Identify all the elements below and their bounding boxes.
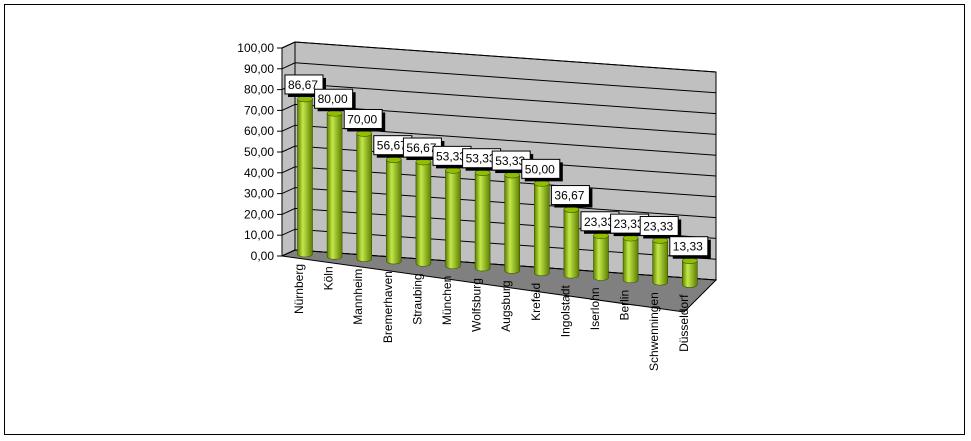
- bar-body: [504, 174, 520, 274]
- data-label-text: 50,00: [525, 162, 555, 176]
- y-axis: 0,00 10,00 20,00 30,00 40,00 50,00 60,00 70,00 8…: [237, 41, 283, 263]
- bar: [563, 206, 580, 279]
- x-tick-label: Ingolstadt: [558, 284, 572, 337]
- bar-body: [445, 170, 461, 270]
- x-tick-label: München: [440, 276, 454, 325]
- y-tick-label: 40,00: [244, 166, 274, 180]
- bar: [681, 257, 698, 288]
- data-label: 36,67: [550, 185, 593, 208]
- gridline: [281, 41, 717, 73]
- data-label-text: 53,33: [495, 154, 525, 168]
- data-label-box: [314, 88, 354, 109]
- bar-body: [297, 98, 313, 258]
- data-label: 86,67: [284, 74, 326, 97]
- x-tick-label: Nürnberg: [292, 264, 306, 314]
- bar-body: [534, 183, 550, 277]
- bar: [445, 167, 461, 270]
- data-label: 70,00: [343, 108, 386, 132]
- chart-walls: [280, 41, 718, 313]
- bar-body: [622, 237, 639, 284]
- y-tick-label: 20,00: [244, 207, 274, 221]
- bars: [297, 95, 698, 288]
- x-tick-label: Straubing: [410, 273, 424, 324]
- data-label-text: 23,33: [584, 215, 614, 229]
- bar: [297, 95, 313, 258]
- x-tick-label: Düsseldorf: [677, 294, 691, 352]
- y-tick-label: 70,00: [244, 103, 274, 117]
- gridline: [281, 62, 717, 94]
- data-label-text: 13,33: [673, 240, 703, 254]
- bar-body: [415, 161, 432, 267]
- data-label-text: 36,67: [554, 189, 584, 203]
- bar: [474, 169, 491, 272]
- bar-body: [682, 260, 698, 288]
- data-label: 13,33: [669, 236, 711, 259]
- gridline: [281, 103, 717, 135]
- data-label-text: 23,33: [643, 219, 673, 233]
- x-tick-label: Krefeld: [529, 283, 543, 321]
- bar: [415, 158, 432, 267]
- x-tick-label: Augsburg: [499, 280, 513, 331]
- y-tick-label: 30,00: [244, 187, 274, 201]
- data-label-box: [521, 158, 561, 179]
- bar: [385, 156, 402, 265]
- data-label-text: 56,67: [406, 141, 436, 155]
- gridline: [281, 124, 717, 156]
- data-label: 23,33: [639, 215, 682, 239]
- gridline: [281, 145, 717, 177]
- data-label-box: [284, 74, 324, 95]
- data-label-text: 53,33: [436, 149, 466, 163]
- data-label-text: 86,67: [288, 78, 318, 92]
- data-label-text: 23,33: [614, 217, 644, 231]
- data-label: 50,00: [521, 158, 563, 182]
- bar-body: [652, 240, 668, 286]
- bar: [593, 232, 609, 281]
- y-tick-label: 60,00: [244, 124, 274, 138]
- x-tick-label: Wolfsburg: [470, 278, 484, 332]
- x-tick-label: Schwenningen: [647, 292, 661, 371]
- y-tick-label: 100,00: [237, 41, 274, 55]
- data-label-text: 80,00: [318, 92, 348, 106]
- bar-body: [474, 172, 491, 272]
- x-tick-label: Mannheim: [351, 269, 365, 325]
- x-tick-label: Köln: [322, 266, 336, 290]
- x-axis: Nürnberg Köln Mannheim Bremerhaven Straubing…: [292, 264, 691, 371]
- bar-body: [356, 133, 372, 262]
- bar: [533, 180, 550, 277]
- data-label-text: 56,67: [377, 139, 407, 153]
- data-label: 56,67: [373, 135, 415, 158]
- data-label-text: 70,00: [347, 112, 377, 126]
- x-tick-label: Iserlohn: [588, 288, 602, 331]
- y-tick-label: 80,00: [244, 83, 274, 97]
- x-tick-label: Bremerhaven: [381, 271, 395, 343]
- bar: [504, 171, 521, 274]
- bar-body: [593, 235, 609, 281]
- bar-body: [386, 159, 402, 265]
- bar: [326, 109, 343, 260]
- data-label: 56,67: [402, 137, 445, 161]
- data-label-box: [639, 215, 679, 236]
- data-label: 80,00: [314, 88, 356, 112]
- bar-body: [326, 112, 343, 260]
- y-tick-label: 0,00: [251, 249, 275, 263]
- bar-body: [563, 209, 580, 279]
- data-label-text: 53,33: [466, 152, 496, 166]
- bar: [652, 237, 669, 286]
- bar: [622, 234, 639, 284]
- data-label-box: [343, 108, 383, 129]
- bar: [356, 130, 373, 262]
- x-tick-label: Berlin: [618, 290, 632, 321]
- data-label-box: [550, 185, 590, 206]
- data-label-box: [669, 236, 709, 257]
- y-tick-label: 90,00: [244, 62, 274, 76]
- y-tick-label: 50,00: [244, 145, 274, 159]
- y-tick-label: 10,00: [244, 228, 274, 242]
